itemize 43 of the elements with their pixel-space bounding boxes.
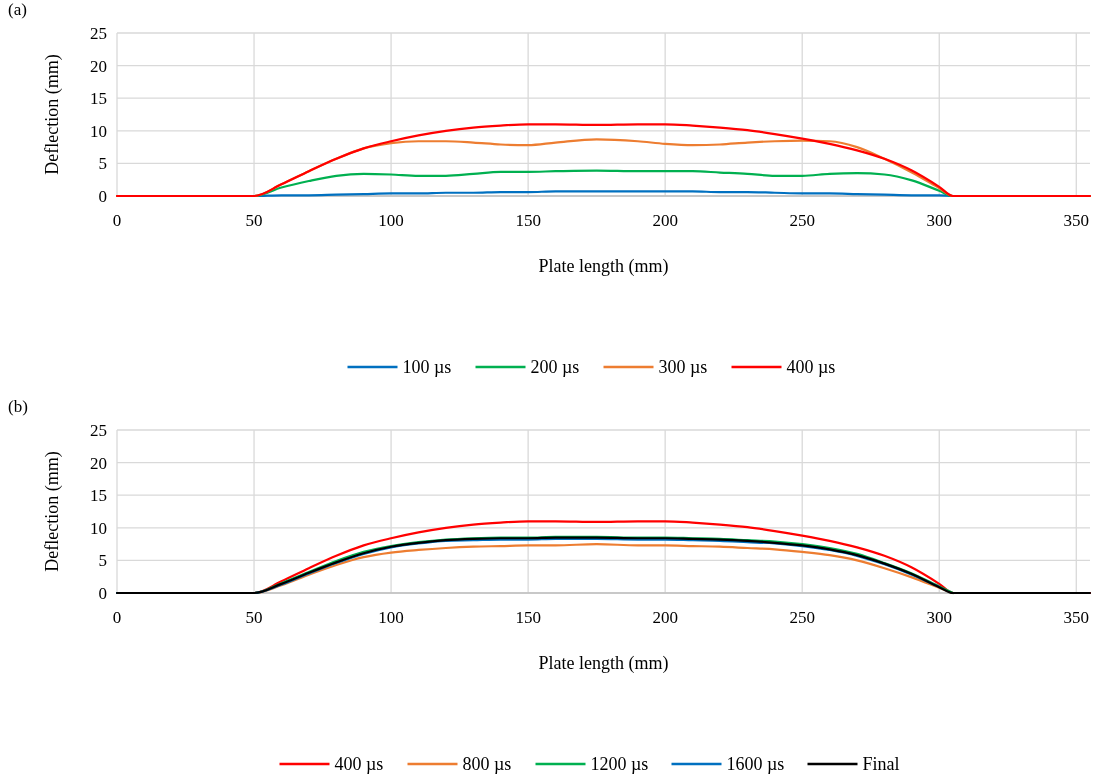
x-tick-label: 300 xyxy=(926,211,952,230)
y-tick-label: 0 xyxy=(98,583,107,603)
y-tick-label: 20 xyxy=(90,56,107,76)
legend-label: 800 µs xyxy=(462,754,512,775)
x-tick-label: 100 xyxy=(378,211,404,230)
y-tick-label: 5 xyxy=(98,154,107,174)
x-tick-label: 350 xyxy=(1063,211,1090,230)
chart-title: (b) xyxy=(8,397,28,416)
y-tick-label: 0 xyxy=(98,186,107,206)
x-axis-title: Plate length (mm) xyxy=(538,256,669,277)
x-tick-label: 200 xyxy=(652,608,678,627)
x-tick-label: 50 xyxy=(245,608,263,627)
legend-label: 400 µs xyxy=(334,754,384,775)
x-tick-label: 0 xyxy=(112,211,122,230)
y-tick-label: 15 xyxy=(90,89,107,109)
y-axis-title: Deflection (mm) xyxy=(42,54,63,175)
x-tick-label: 300 xyxy=(926,608,952,627)
x-tick-label: 350 xyxy=(1063,608,1090,627)
chart-title: (a) xyxy=(8,0,27,19)
x-tick-label: 100 xyxy=(378,608,404,627)
legend-label: 400 µs xyxy=(786,357,836,378)
legend-label: 1600 µs xyxy=(726,754,785,775)
legend-label: 300 µs xyxy=(658,357,708,378)
y-tick-label: 5 xyxy=(98,551,107,571)
x-tick-label: 0 xyxy=(112,608,122,627)
x-tick-label: 50 xyxy=(245,211,263,230)
x-tick-label: 250 xyxy=(789,608,815,627)
y-tick-label: 25 xyxy=(90,23,107,43)
x-tick-label: 200 xyxy=(652,211,678,230)
y-tick-label: 10 xyxy=(90,518,107,538)
x-tick-label: 150 xyxy=(515,211,541,230)
y-tick-label: 10 xyxy=(90,121,107,141)
legend-label: 200 µs xyxy=(530,357,580,378)
y-axis-title: Deflection (mm) xyxy=(42,451,63,572)
x-axis-title: Plate length (mm) xyxy=(538,653,669,674)
x-tick-label: 250 xyxy=(789,211,815,230)
legend-label: Final xyxy=(862,754,900,775)
legend-label: 100 µs xyxy=(402,357,452,378)
x-tick-label: 150 xyxy=(515,608,541,627)
y-tick-label: 25 xyxy=(90,420,107,440)
y-tick-label: 15 xyxy=(90,486,107,506)
legend-label: 1200 µs xyxy=(590,754,649,775)
y-tick-label: 20 xyxy=(90,453,107,473)
